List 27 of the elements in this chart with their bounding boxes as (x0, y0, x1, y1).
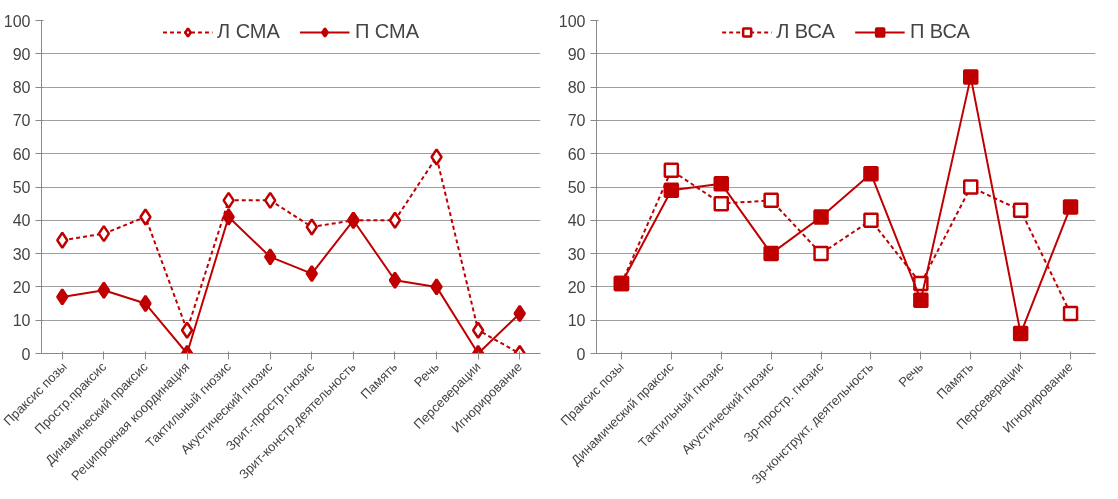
y-tick-label: 0 (576, 345, 586, 363)
y-tick-label: 50 (567, 179, 586, 196)
y-tick-label: 40 (12, 212, 31, 230)
y-tick-label: 10 (12, 312, 31, 330)
y-tick-label: 70 (12, 112, 31, 130)
y-tick-label: 40 (567, 212, 586, 230)
legend-label: Л ВСА (776, 20, 835, 43)
legend-label: Л СМА (216, 20, 280, 43)
y-tick-label: 60 (567, 145, 586, 163)
y-tick-label: 70 (567, 112, 586, 130)
y-tick-label: 50 (12, 179, 31, 196)
y-tick-label: 100 (558, 12, 586, 30)
y-tick-label: 20 (567, 278, 586, 296)
y-tick-label: 60 (12, 145, 31, 163)
y-tick-label: 80 (567, 79, 586, 97)
y-tick-label: 30 (12, 245, 31, 263)
y-tick-label: 10 (567, 312, 586, 330)
y-tick-label: 90 (567, 45, 586, 63)
y-tick-label: 100 (3, 12, 31, 30)
y-tick-label: 90 (12, 45, 31, 63)
y-tick-label: 30 (567, 245, 586, 263)
legend-label: П ВСА (909, 20, 970, 43)
legend-label: П СМА (354, 20, 420, 43)
x-tick-label: Речь (895, 359, 927, 390)
y-tick-label: 0 (21, 345, 31, 363)
y-tick-label: 80 (12, 79, 31, 97)
y-tick-label: 20 (12, 278, 31, 296)
